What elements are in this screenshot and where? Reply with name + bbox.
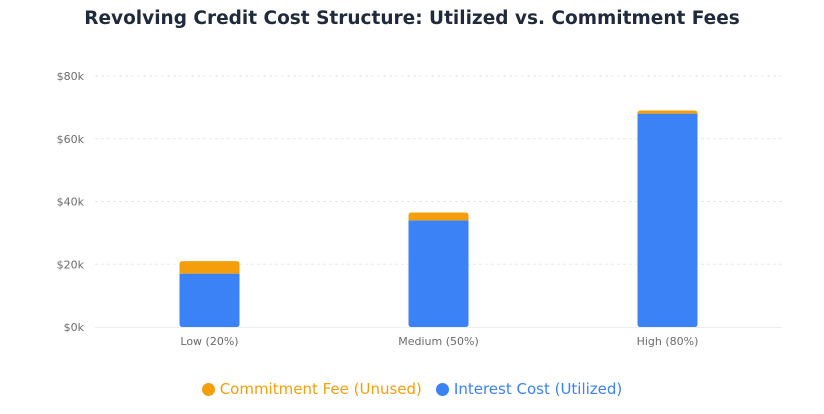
y-tick-label: $80k <box>57 70 85 83</box>
legend-item[interactable]: Commitment Fee (Unused) <box>201 380 422 398</box>
legend-swatch <box>201 382 215 396</box>
x-tick-label: Low (20%) <box>180 335 238 348</box>
chart-title: Revolving Credit Cost Structure: Utilize… <box>84 8 740 29</box>
bar-commitment-fee-unused <box>637 110 698 114</box>
y-tick-label: $40k <box>57 196 85 209</box>
x-tick-label: High (80%) <box>637 335 699 348</box>
y-tick-label: $0k <box>64 321 85 334</box>
bar-interest-cost-utilized <box>179 273 240 327</box>
legend: Commitment Fee (Unused) Interest Cost (Ut… <box>0 380 824 398</box>
legend-item[interactable]: Interest Cost (Utilized) <box>435 380 623 398</box>
legend-label: Commitment Fee (Unused) <box>219 380 422 398</box>
legend-label: Interest Cost (Utilized) <box>453 380 623 398</box>
x-tick-label: Medium (50%) <box>398 335 479 348</box>
legend-swatch <box>435 382 449 396</box>
bar-commitment-fee-unused <box>179 261 240 274</box>
bar-interest-cost-utilized <box>637 113 698 328</box>
bar-interest-cost-utilized <box>408 220 469 327</box>
bar-layer <box>179 110 698 328</box>
axis-layer: $0k $20k $40k $60k $80k Low (20%) Medium (50%)… <box>57 70 782 348</box>
y-tick-label: $20k <box>57 258 85 271</box>
bar-commitment-fee-unused <box>408 212 469 221</box>
y-tick-label: $60k <box>57 133 85 146</box>
